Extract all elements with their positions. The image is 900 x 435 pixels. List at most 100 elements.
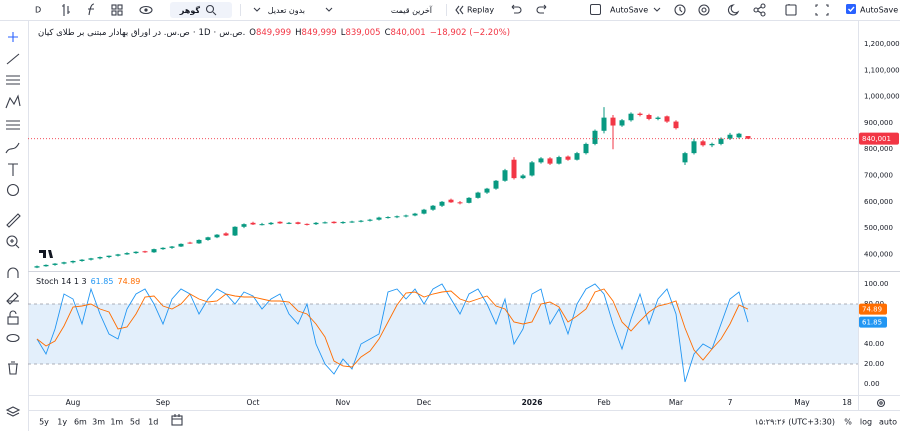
range-button[interactable]: 5y <box>39 418 49 427</box>
replay-icon <box>455 5 464 15</box>
stay-in-drawing-tool[interactable] <box>6 292 19 305</box>
candle-body <box>448 199 454 203</box>
drawing-tools <box>5 32 21 417</box>
text-tool[interactable] <box>8 163 18 176</box>
snapshot-button[interactable] <box>785 4 797 16</box>
layout-button[interactable] <box>111 4 123 16</box>
autosave-label-right: AutoSave <box>860 6 898 15</box>
candle-body <box>691 141 697 154</box>
candle-body <box>250 222 256 225</box>
range-button[interactable]: 1d <box>148 418 158 427</box>
visibility-button[interactable] <box>139 5 153 15</box>
theme-button[interactable] <box>727 4 740 16</box>
candle-body <box>115 254 121 256</box>
pattern-tool[interactable] <box>5 94 21 109</box>
delete-tool[interactable] <box>8 361 18 375</box>
candle-body <box>718 138 724 144</box>
indicator-tick-label: 40.00 <box>864 340 884 348</box>
fullscreen-button[interactable] <box>815 4 829 16</box>
time-tick-label: 2026 <box>522 398 543 407</box>
time-tick-label: May <box>794 398 810 407</box>
range-button[interactable]: 6m <box>74 418 87 427</box>
price-tick-label: 1,200,000 <box>864 40 900 48</box>
crosshair-tool[interactable] <box>8 32 18 42</box>
lock-tool[interactable] <box>7 310 19 325</box>
candle-body <box>556 157 562 164</box>
trend-line-tool[interactable] <box>6 53 20 65</box>
zoom-tool[interactable] <box>6 235 20 249</box>
range-button[interactable]: 1m <box>110 418 123 427</box>
object-tree[interactable] <box>5 406 21 417</box>
range-buttons: 5y 1y 6m 3m 1m 5d 1d <box>39 418 158 427</box>
auto-toggle[interactable]: auto <box>879 418 897 427</box>
autosave-checkbox[interactable] <box>590 4 601 15</box>
candle-body <box>223 233 229 236</box>
symbol-name: ص.س. در اوراق بهادار مبتنی بر طلای کیان <box>38 28 190 38</box>
dropdown-arrow <box>253 7 261 12</box>
indicator-band <box>29 304 858 364</box>
candle-body <box>412 213 418 216</box>
candle-body <box>646 115 652 119</box>
log-toggle[interactable]: log <box>860 418 872 427</box>
projection-tool[interactable] <box>6 120 20 130</box>
candle-body <box>187 242 193 244</box>
undo-button[interactable] <box>511 4 522 14</box>
price-tick-label: 400,000 <box>864 250 893 258</box>
range-button[interactable]: 5d <box>130 418 140 427</box>
indicator-title: Stoch 14 1 3 <box>36 277 87 286</box>
measure-tool[interactable] <box>6 213 21 228</box>
calendar-button[interactable] <box>171 414 183 426</box>
logo-box <box>36 245 58 262</box>
settings-button[interactable] <box>698 4 710 16</box>
range-button[interactable]: 3m <box>92 418 105 427</box>
percent-toggle[interactable]: % <box>844 418 852 427</box>
indicators-button[interactable] <box>88 3 95 16</box>
dropdown-arrow <box>325 7 333 12</box>
candle-body <box>511 159 517 179</box>
ohlc-label: C <box>385 28 391 38</box>
candle-body <box>628 113 634 121</box>
time-axis-settings[interactable] <box>876 398 886 408</box>
candle-body <box>727 134 733 139</box>
fib-tool[interactable] <box>6 75 20 85</box>
candle-body <box>124 253 130 255</box>
candle-body <box>619 120 625 126</box>
indicator-value-label: 61.85 <box>862 319 882 327</box>
candle-body <box>475 192 481 198</box>
indicator-line <box>36 288 749 368</box>
redo-button[interactable] <box>536 4 547 14</box>
candle-body <box>484 188 490 193</box>
ohlc-label: O <box>249 28 256 38</box>
time-tick-label: Mar <box>669 398 684 407</box>
candle-body <box>637 113 643 116</box>
brush-tool[interactable] <box>5 142 20 154</box>
emoji-tool[interactable] <box>6 183 20 197</box>
indicator-tick-label: 20.00 <box>864 360 884 368</box>
price-tick-label: 500,000 <box>864 224 893 232</box>
candle-body <box>277 221 283 224</box>
last-price-label: 840,001 <box>862 135 891 143</box>
alert-button[interactable] <box>674 4 686 16</box>
hide-tool[interactable] <box>6 333 20 343</box>
ohlc-value: 849,999 <box>256 28 291 38</box>
autosave-checkbox-checked[interactable] <box>846 4 856 14</box>
candle-body <box>421 209 427 214</box>
dot: · <box>214 28 217 38</box>
candle-body <box>70 260 76 263</box>
chart-type-button[interactable] <box>62 4 70 16</box>
share-button[interactable] <box>753 3 766 17</box>
symbol-search[interactable] <box>170 2 232 18</box>
candle-body <box>349 221 355 223</box>
legend-interval: 1D <box>199 28 211 38</box>
indicator-tick-label: 0.00 <box>864 380 880 388</box>
range-button[interactable]: 1y <box>57 418 67 427</box>
candle-body <box>358 220 364 222</box>
price-tick-label: 1,000,000 <box>864 93 900 101</box>
replay-button[interactable]: Replay <box>467 6 494 15</box>
candle-body <box>439 201 445 206</box>
magnet-tool[interactable] <box>7 267 19 278</box>
adjustment-select[interactable]: بدون تعدیل <box>268 6 305 15</box>
price-source-select[interactable]: آخرین قیمت <box>391 5 433 15</box>
interval-button[interactable]: D <box>35 6 41 15</box>
